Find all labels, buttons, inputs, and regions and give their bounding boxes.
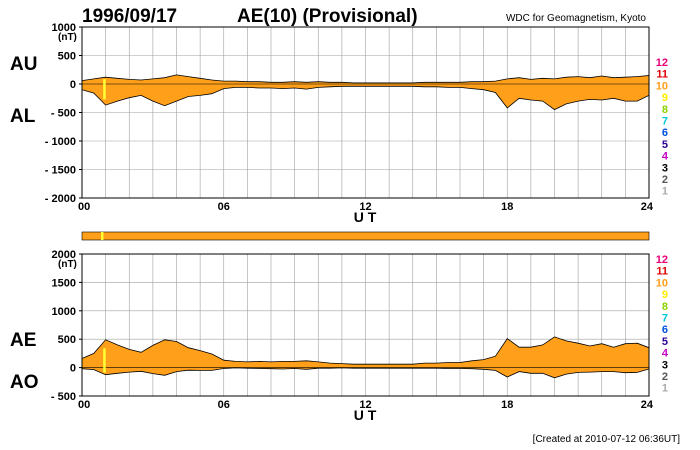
station-number: 3 (662, 162, 668, 174)
station-number: 8 (662, 104, 668, 116)
y-tick-label: 1000 (52, 22, 76, 34)
x-tick-label: 06 (218, 201, 230, 213)
station-number: 8 (662, 301, 668, 313)
ae-ao-unit: (nT) (58, 259, 77, 270)
y-tick-label: 0 (70, 363, 76, 375)
station-number: 10 (656, 277, 668, 289)
y-tick-label: - 500 (51, 108, 76, 120)
station-number: 2 (662, 174, 668, 186)
station-number: 1 (662, 383, 668, 395)
ae-ao-plot-frame (81, 253, 650, 397)
au-al-marker-group (82, 79, 649, 100)
station-number: 9 (662, 289, 668, 301)
station-data-bar-marker (101, 232, 104, 240)
station-number: 11 (656, 69, 668, 81)
au-al-grid (82, 27, 649, 198)
ae-ao-x-axis: 00 06 12 18 24 (78, 399, 654, 411)
station-number: 9 (662, 92, 668, 104)
station-number: 7 (662, 116, 668, 128)
y-tick-label: - 500 (51, 391, 76, 403)
station-number: 4 (662, 348, 669, 360)
au-al-x-axis: 00 06 12 18 24 (78, 201, 654, 213)
station-number: 6 (662, 324, 668, 336)
au-label: AU (10, 54, 37, 75)
au-al-x-label: U T (354, 209, 377, 225)
ae-ao-y-axis: 2000 1500 1000 500 0 - 500 (51, 249, 82, 403)
station-number: 10 (656, 80, 668, 92)
chart-date: 1996/09/17 (82, 6, 177, 27)
x-tick-label: 12 (359, 201, 371, 213)
chart-title: AE(10) (Provisional) (237, 6, 418, 27)
station-number: 5 (662, 336, 668, 348)
station-number: 12 (656, 254, 668, 266)
al-label: AL (10, 106, 36, 127)
au-al-unit: (nT) (58, 32, 77, 43)
x-tick-label: 18 (501, 399, 513, 411)
ae-label: AE (10, 330, 36, 351)
station-number: 7 (662, 313, 668, 325)
y-tick-label: 0 (70, 79, 76, 91)
station-number: 3 (662, 359, 668, 371)
station-number: 2 (662, 371, 668, 383)
x-tick-label: 18 (501, 201, 513, 213)
station-number: 12 (656, 57, 668, 69)
y-tick-label: 500 (58, 334, 76, 346)
ae-ao-marker-group (82, 348, 649, 373)
y-tick-label: - 2000 (45, 193, 76, 205)
y-tick-label: 1500 (52, 277, 76, 289)
station-number: 11 (656, 266, 668, 278)
y-tick-label: 1000 (52, 306, 76, 318)
x-tick-label: 24 (641, 201, 654, 213)
x-tick-label: 00 (78, 399, 90, 411)
station-number: 4 (662, 151, 669, 163)
y-tick-label: - 1500 (45, 165, 76, 177)
chart-source: WDC for Geomagnetism, Kyoto (506, 13, 646, 24)
x-tick-label: 06 (218, 399, 230, 411)
y-tick-label: 2000 (52, 249, 76, 261)
x-tick-label: 12 (359, 399, 371, 411)
x-tick-label: 00 (78, 201, 90, 213)
station-number: 5 (662, 139, 668, 151)
station-number: 1 (662, 186, 668, 198)
y-tick-label: - 1000 (45, 136, 76, 148)
ao-label: AO (10, 372, 39, 393)
x-tick-label: 24 (641, 399, 654, 411)
y-tick-label: 500 (58, 51, 76, 63)
station-number: 6 (662, 127, 668, 139)
au-al-y-axis: 1000 500 0 - 500 - 1000 - 1500 - 2000 (45, 22, 82, 205)
ae-ao-x-label: U T (354, 407, 377, 423)
station-data-bar (81, 231, 650, 241)
created-timestamp: [Created at 2010-07-12 06:36UT] (533, 434, 681, 445)
